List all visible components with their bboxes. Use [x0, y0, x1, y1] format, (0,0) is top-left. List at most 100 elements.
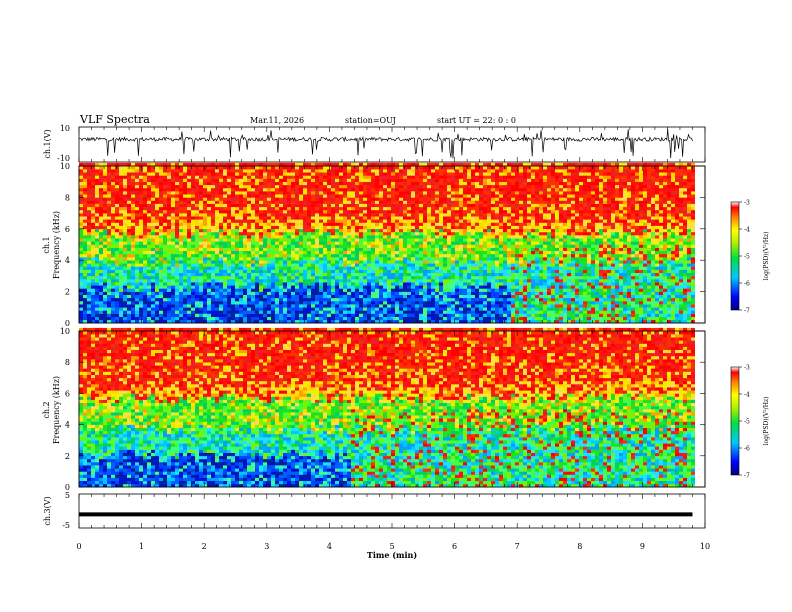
spectrogram-cell	[283, 197, 287, 201]
spectrogram-cell	[107, 162, 111, 167]
spectrogram-cell	[443, 253, 447, 258]
spectrogram-cell	[131, 307, 135, 311]
spectrogram-cell	[95, 175, 99, 179]
spectrogram-cell	[327, 313, 331, 317]
spectrogram-cell	[391, 279, 395, 283]
spectrogram-cell	[231, 316, 235, 321]
spectrogram-cell	[267, 301, 271, 305]
spectrogram-cell	[103, 213, 107, 217]
spectrogram-cell	[139, 297, 143, 302]
spectrogram-cell	[219, 172, 223, 176]
spectrogram-cell	[203, 228, 207, 233]
spectrogram-cell	[363, 175, 367, 179]
spectrogram-cell	[243, 291, 247, 295]
spectrogram-cell	[179, 178, 183, 182]
spectrogram-cell	[183, 175, 187, 179]
spectrogram-cell	[407, 178, 411, 182]
spectrogram-cell	[291, 250, 295, 255]
spectrogram-cell	[231, 203, 235, 208]
spectrogram-cell	[255, 184, 259, 189]
spectrogram-cell	[355, 250, 359, 255]
spectrogram-cell	[403, 316, 407, 321]
spectrogram-cell	[339, 219, 343, 223]
spectrogram-cell	[231, 269, 235, 273]
spectrogram-cell	[435, 253, 439, 258]
spectrogram-cell	[139, 282, 143, 286]
spectrogram-cell	[243, 313, 247, 317]
spectrogram-cell	[115, 228, 119, 233]
spectrogram-cell	[311, 178, 315, 182]
spectrogram-cell	[419, 235, 423, 239]
spectrogram-cell	[119, 266, 123, 270]
spectrogram-cell	[171, 241, 175, 245]
spectrogram-cell	[95, 172, 99, 176]
spectrogram-cell	[147, 210, 151, 214]
spectrogram-cell	[147, 266, 151, 270]
spectrogram-cell	[87, 310, 91, 314]
spectrogram-cell	[455, 235, 459, 239]
spectrogram-cell	[175, 263, 179, 267]
spectrogram-cell	[79, 266, 83, 270]
spectrogram-cell	[403, 213, 407, 217]
spectrogram-cell	[215, 291, 219, 295]
spectrogram-cell	[395, 181, 399, 186]
spectrogram-cell	[407, 219, 411, 223]
spectrogram-cell	[427, 225, 431, 230]
spectrogram-cell	[183, 288, 187, 292]
spectrogram-cell	[403, 197, 407, 201]
spectrogram-cell	[191, 216, 195, 220]
spectrogram-cell	[419, 310, 423, 314]
spectrogram-cell	[183, 307, 187, 311]
spectrogram-cell	[179, 235, 183, 239]
spectrogram-cell	[195, 275, 199, 280]
spectrogram-cell	[407, 272, 411, 277]
spectrogram-cell	[211, 291, 215, 295]
spectrogram-cell	[187, 301, 191, 305]
spectrogram-cell	[163, 310, 167, 314]
spectrogram-cell	[147, 200, 151, 204]
spectrogram-cell	[155, 266, 159, 270]
spectrogram-cell	[403, 285, 407, 289]
spectrogram-cell	[283, 231, 287, 236]
spectrogram-cell	[283, 169, 287, 173]
spectrogram-cell	[295, 288, 299, 292]
spectrogram-cell	[347, 266, 351, 270]
spectrogram-cell	[99, 241, 103, 245]
spectrogram-cell	[391, 272, 395, 277]
spectrogram-cell	[259, 297, 263, 302]
spectrogram-cell	[255, 197, 259, 201]
spectrogram-cell	[303, 219, 307, 223]
spectrogram-cell	[327, 184, 331, 189]
spectrogram-cell	[203, 297, 207, 302]
spectrogram-cell	[427, 282, 431, 286]
spectrogram-cell	[291, 184, 295, 189]
spectrogram-cell	[439, 263, 443, 267]
spectrogram-cell	[251, 206, 255, 211]
spectrogram-cell	[191, 263, 195, 267]
spectrogram-cell	[371, 225, 375, 230]
spectrogram-cell	[303, 288, 307, 292]
spectrogram-cell	[415, 238, 419, 242]
spectrogram-cell	[415, 178, 419, 182]
spectrogram-cell	[347, 250, 351, 255]
ch1-waveform-ticks	[78, 127, 706, 162]
spectrogram-cell	[83, 194, 87, 198]
spectrogram-cell	[387, 247, 391, 251]
spectrogram-cell	[147, 216, 151, 220]
spectrogram-cell	[151, 162, 155, 167]
spectrogram-cell	[383, 244, 387, 248]
spectrogram-cell	[187, 253, 191, 258]
spectrogram-cell	[115, 178, 119, 182]
spectrogram-cell	[255, 206, 259, 211]
spectrogram-cell	[383, 184, 387, 189]
spectrogram-cell	[431, 297, 435, 302]
spectrogram-cell	[187, 260, 191, 264]
spectrogram-cell	[103, 294, 107, 299]
spectrogram-cell	[207, 172, 211, 176]
spectrogram-cell	[295, 231, 299, 236]
spectrogram-cell	[183, 222, 187, 226]
spectrogram-cell	[347, 304, 351, 308]
spectrogram-cell	[275, 257, 279, 261]
spectrogram-cell	[243, 206, 247, 211]
spectrogram-cell	[343, 210, 347, 214]
